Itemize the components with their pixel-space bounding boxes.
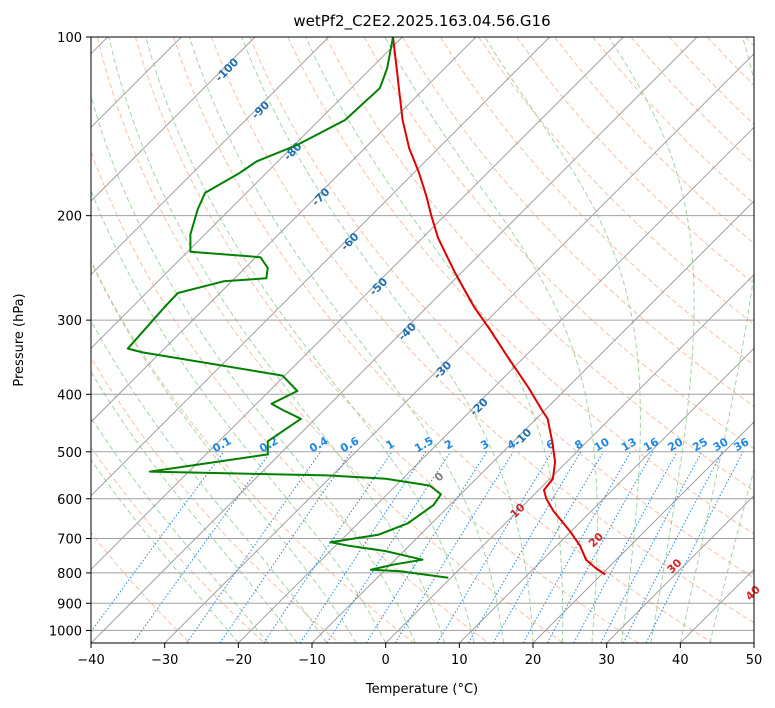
dry-adiabat-line [478, 37, 754, 325]
dewpoint-profile-line [126, 37, 449, 579]
y-tick-label: 300 [57, 314, 82, 329]
x-tick-label: 0 [382, 653, 390, 668]
isotherm-line [91, 37, 624, 571]
y-tick-label: 900 [57, 597, 82, 612]
x-tick-label: 10 [451, 653, 468, 668]
x-tick-label: 40 [672, 653, 689, 668]
y-tick-label: 500 [57, 446, 82, 461]
x-tick-label: −30 [151, 653, 178, 668]
plot-frame [90, 36, 755, 644]
mixing-ratio-line [186, 451, 322, 643]
x-tick-label: 20 [525, 653, 542, 668]
mixing-ratio-line [263, 451, 393, 643]
moist-adiabat-line [91, 458, 239, 643]
plot-background [91, 37, 754, 643]
isotherm-line [311, 200, 754, 643]
moist-adiabat-line [91, 416, 269, 643]
y-tick-label: 1000 [49, 624, 82, 639]
sounding-profiles [126, 37, 606, 579]
moist-adiabat-line [709, 467, 754, 643]
chart-title: wetPf2_C2E2.2025.163.04.56.G16 [293, 12, 550, 31]
dry-adiabat-line [173, 37, 713, 643]
isotherm-line [532, 421, 754, 643]
isotherm-line [91, 37, 698, 643]
y-tick-label: 600 [57, 493, 82, 508]
moist-adiabat-line [108, 37, 446, 643]
dry-adiabat-line [287, 37, 754, 535]
dry-adiabat-line [91, 532, 191, 643]
mixing-ratio-line [326, 451, 452, 643]
moist-adiabat-line [384, 37, 598, 643]
dry-adiabat-line [91, 150, 489, 643]
isotherm-line [385, 273, 754, 643]
y-axis-label: Pressure (hPa) [12, 293, 27, 386]
moist-adiabat-line [484, 37, 641, 643]
isotherm-line [91, 37, 403, 350]
dry-adiabat-line [96, 37, 564, 643]
y-tick-label: 400 [57, 388, 82, 403]
dry-adiabat-line [439, 37, 754, 366]
moist-adiabat-line [608, 37, 695, 643]
y-tick-label: 100 [57, 31, 82, 46]
moist-adiabat-line [679, 37, 754, 643]
y-axis-ticks: 100 200 300 400 500 600 700 800 900 1000 [49, 31, 91, 639]
mixing-ratio-line [132, 451, 272, 643]
mixing-ratio-line [600, 451, 703, 643]
isotherm-line [606, 494, 754, 643]
background-lines [91, 37, 754, 643]
moist-adiabat-line [91, 260, 357, 643]
dry-adiabat-line [91, 259, 415, 643]
mixing-ratio-line [219, 451, 352, 643]
mixing-ratio-line [394, 451, 514, 643]
x-tick-label: −20 [225, 653, 252, 668]
x-axis-ticks: −40 −30 −20 −10 0 10 20 30 40 50 [77, 643, 762, 668]
moist-adiabat-line [189, 37, 504, 643]
x-tick-label: −40 [77, 653, 104, 668]
dry-adiabat-line [134, 37, 639, 643]
x-tick-label: −10 [298, 653, 325, 668]
moist-adiabat-line [145, 37, 475, 643]
mixing-ratio-line [622, 451, 723, 643]
y-tick-label: 700 [57, 533, 82, 548]
dry-adiabat-line [401, 37, 754, 408]
x-tick-label: 50 [746, 653, 763, 668]
isotherm-line [753, 642, 754, 643]
moist-adiabat-line [241, 37, 534, 643]
isotherm-line [164, 52, 754, 643]
isotherm-line [458, 347, 754, 643]
dry-adiabat-line [249, 37, 754, 579]
mixing-ratio-line [573, 451, 678, 643]
mixing-ratio-line [645, 451, 744, 643]
mixing-ratio-line [436, 451, 553, 643]
isotherm-line [237, 126, 754, 643]
mixing-ratio-line [299, 451, 427, 643]
mixing-ratio-line [522, 451, 632, 643]
moist-adiabat-line [91, 189, 387, 643]
y-tick-label: 200 [57, 210, 82, 225]
moist-adiabat-line [91, 319, 328, 643]
mixing-ratio-line [365, 451, 488, 643]
mixing-ratio-line [546, 451, 654, 643]
isotherm-line [91, 37, 477, 423]
x-tick-label: 30 [598, 653, 615, 668]
y-tick-label: 800 [57, 567, 82, 582]
mixing-ratio-line [91, 451, 225, 633]
dry-adiabat-line [516, 37, 754, 285]
isotherm-line [91, 37, 330, 276]
x-axis-label: Temperature (°C) [365, 682, 478, 697]
temperature-profile-line [392, 37, 606, 576]
dry-adiabat-line [91, 446, 265, 643]
dry-adiabat-line [211, 37, 754, 624]
isotherm-line [91, 37, 551, 497]
isotherm-line [91, 37, 256, 202]
